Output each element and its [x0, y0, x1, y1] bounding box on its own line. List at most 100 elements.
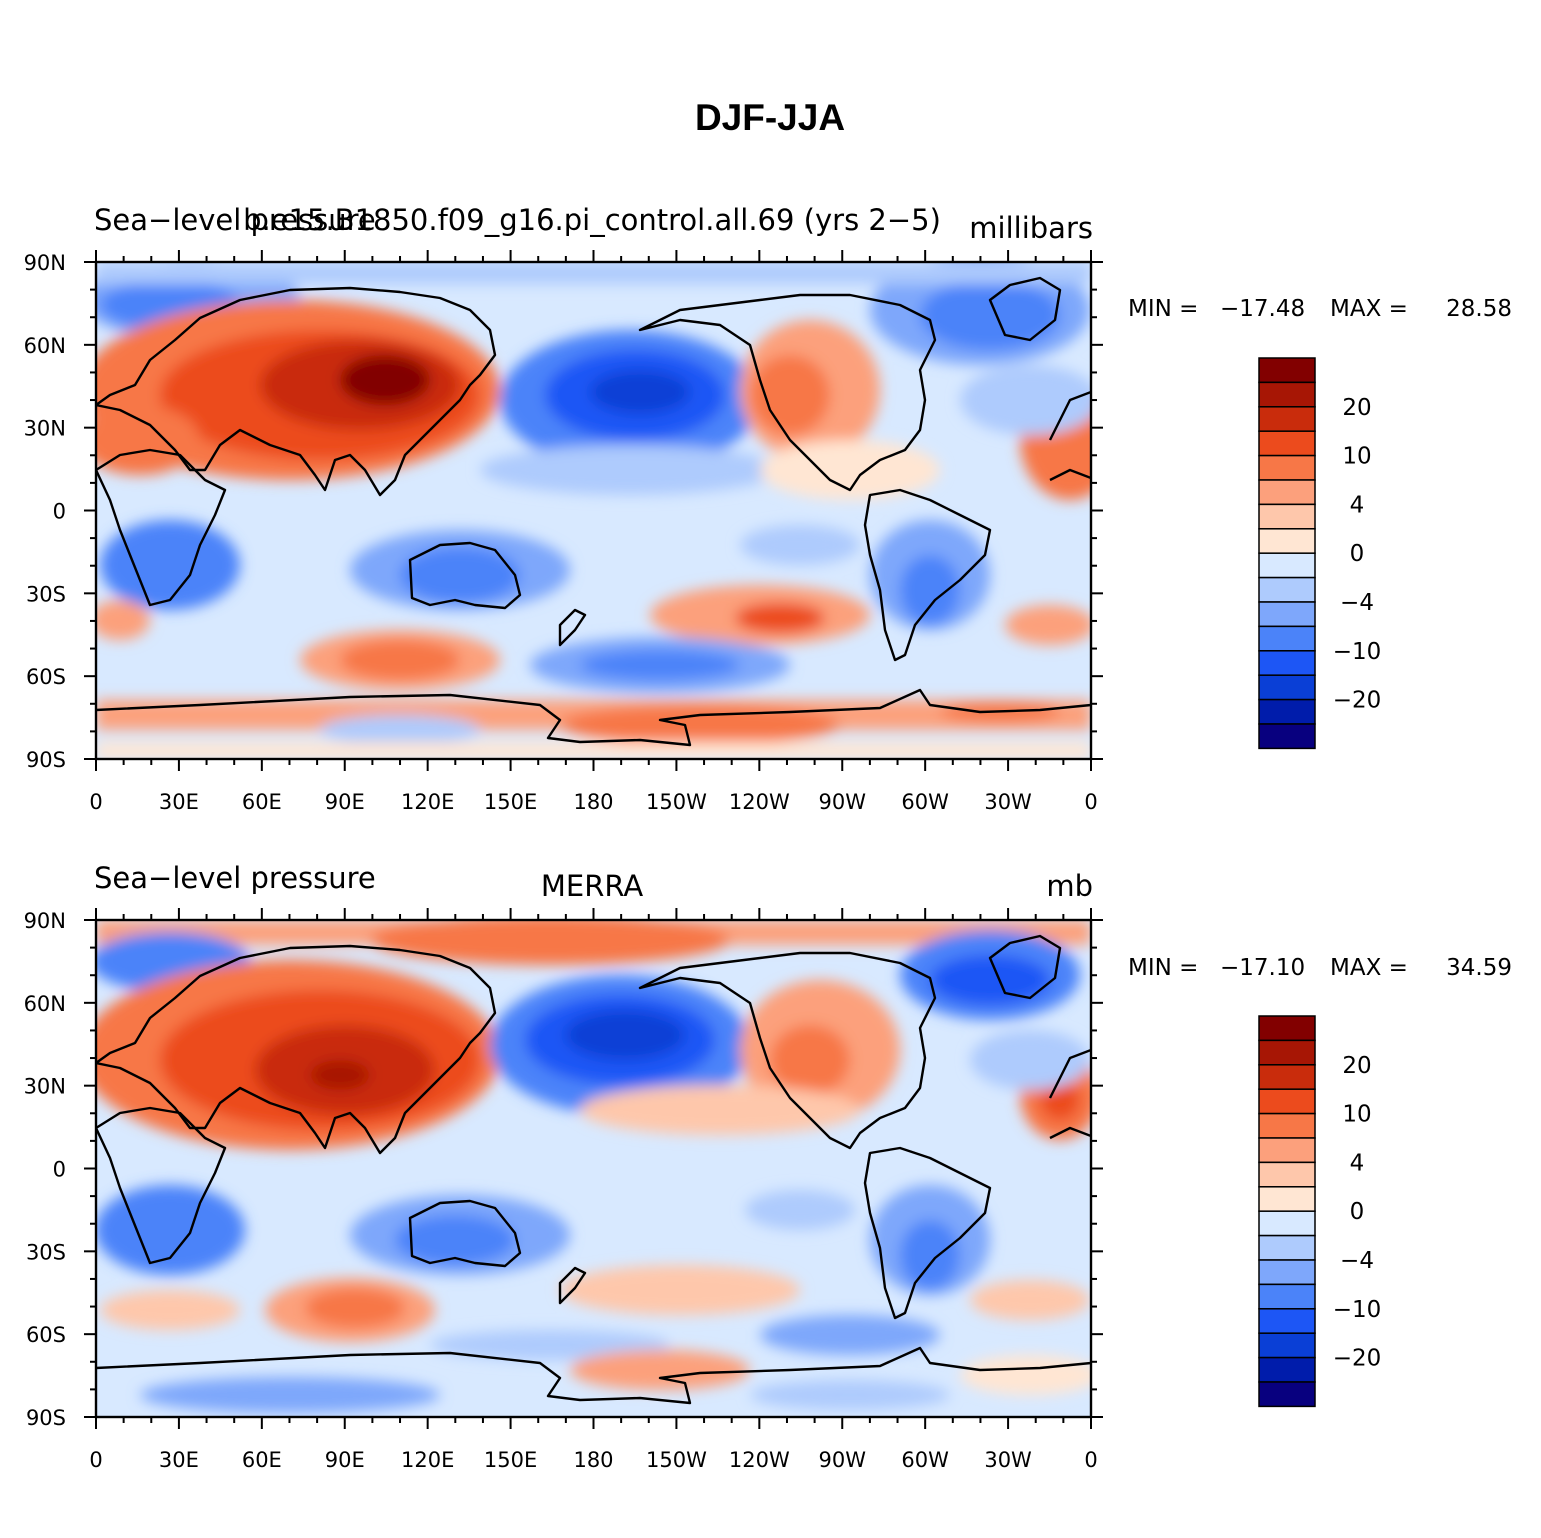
- max-value: 28.58: [1446, 296, 1512, 322]
- colorbar-label: 20: [1342, 395, 1371, 421]
- colorbar-swatch: [1258, 552, 1316, 579]
- coastlines: [96, 276, 1091, 747]
- colorbar-swatch: [1258, 381, 1316, 408]
- longitude-label: 0: [89, 1448, 102, 1472]
- panel-variable-title: Sea−level pressure: [94, 203, 376, 237]
- panel-units: mb: [1046, 869, 1093, 903]
- min-label: MIN =: [1128, 296, 1198, 322]
- colorbar-swatch: [1258, 650, 1316, 676]
- colorbar-label: −4: [1340, 590, 1374, 616]
- longitude-label: 0: [1084, 790, 1097, 814]
- colorbar-swatch: [1258, 1332, 1316, 1359]
- colorbar-swatch: [1258, 698, 1316, 725]
- colorbar-swatch: [1258, 479, 1316, 506]
- longitude-label: 150E: [484, 1448, 537, 1472]
- longitude-label: 120E: [401, 1448, 454, 1472]
- latitude-label: 30S: [26, 582, 66, 606]
- longitude-label: 90E: [325, 1448, 365, 1472]
- latitude-label: 30S: [26, 1240, 66, 1264]
- longitude-label: 30W: [984, 790, 1032, 814]
- colorbar-swatch: [1258, 430, 1316, 457]
- latitude-label: 60S: [26, 665, 66, 689]
- colorbar-label: 0: [1350, 1199, 1365, 1225]
- colorbar: 20 10 4 0 −4 −10 −20: [1258, 1015, 1382, 1408]
- axis-ticks: [84, 250, 1103, 771]
- colorbar-swatch: [1258, 1112, 1316, 1139]
- longitude-label: 60W: [901, 790, 949, 814]
- longitude-label: 180: [573, 1448, 613, 1472]
- latitude-label: 90N: [24, 909, 66, 933]
- longitude-axis: 0 30E 60E 90E 120E 150E 180 150W 120W 90W 60W 30W 0: [89, 790, 1097, 814]
- colorbar-swatch: [1258, 1137, 1316, 1164]
- pressure-field: [96, 262, 1091, 759]
- latitude-label: 60N: [24, 334, 66, 358]
- colorbar-label: −10: [1333, 1297, 1382, 1323]
- colorbar-swatch: [1258, 1161, 1316, 1188]
- longitude-label: 120W: [729, 790, 790, 814]
- colorbar-swatch: [1258, 528, 1316, 554]
- longitude-axis: 0 30E 60E 90E 120E 150E 180 150W 120W 90W 60W 30W 0: [89, 1448, 1097, 1472]
- longitude-label: 0: [89, 790, 102, 814]
- colorbar-swatch: [1258, 601, 1316, 628]
- longitude-label: 120W: [729, 1448, 790, 1472]
- colorbar-swatch: [1258, 1234, 1316, 1261]
- latitude-label: 60S: [26, 1323, 66, 1347]
- colorbar-swatch: [1258, 1088, 1316, 1115]
- longitude-label: 30E: [159, 1448, 199, 1472]
- longitude-label: 150W: [646, 790, 707, 814]
- panel-case-title: MERRA: [541, 869, 643, 903]
- colorbar-label: −10: [1333, 639, 1382, 665]
- longitude-label: 60E: [242, 1448, 282, 1472]
- colorbar-swatch: [1258, 454, 1316, 481]
- max-label: MAX =: [1330, 296, 1408, 322]
- longitude-label: 150E: [484, 790, 537, 814]
- panel-variable-title: Sea−level pressure: [94, 861, 376, 895]
- colorbar-swatch: [1258, 1356, 1316, 1383]
- colorbar-label: 0: [1350, 541, 1365, 567]
- latitude-label: 0: [53, 1158, 66, 1182]
- colorbar-swatch: [1258, 1186, 1316, 1212]
- min-value: −17.10: [1220, 955, 1305, 981]
- colorbar-label: 10: [1342, 1102, 1371, 1128]
- latitude-label: 60N: [24, 992, 66, 1016]
- latitude-label: 90N: [24, 251, 66, 275]
- colorbar-swatch: [1258, 576, 1316, 603]
- axis-ticks: [84, 908, 1103, 1429]
- colorbar-label: 10: [1342, 444, 1371, 470]
- map-panel-merra: Sea−level pressure MERRA mb: [24, 861, 1512, 1472]
- longitude-label: 90W: [819, 790, 867, 814]
- latitude-axis: 90N 60N 30N 0 30S 60S 90S: [24, 251, 66, 772]
- colorbar-swatch: [1258, 1210, 1316, 1237]
- pressure-field: [96, 920, 1091, 1417]
- coastlines: [96, 934, 1091, 1405]
- colorbar-label: 20: [1342, 1053, 1371, 1079]
- colorbar-swatch: [1258, 674, 1316, 701]
- colorbar-label: 4: [1350, 1150, 1365, 1176]
- longitude-label: 60E: [242, 790, 282, 814]
- longitude-label: 120E: [401, 790, 454, 814]
- colorbar-swatch: [1258, 1039, 1316, 1066]
- colorbar-swatch: [1258, 1283, 1316, 1310]
- longitude-label: 30E: [159, 790, 199, 814]
- longitude-label: 90W: [819, 1448, 867, 1472]
- colorbar-swatch: [1258, 1064, 1316, 1090]
- colorbar: 20 10 4 0 −4 −10 −20: [1258, 357, 1382, 750]
- colorbar-swatch: [1258, 357, 1316, 384]
- colorbar-swatch: [1258, 625, 1316, 652]
- max-value: 34.59: [1446, 955, 1512, 981]
- longitude-label: 150W: [646, 1448, 707, 1472]
- longitude-label: 60W: [901, 1448, 949, 1472]
- longitude-label: 180: [573, 790, 613, 814]
- latitude-label: 90S: [26, 1406, 66, 1430]
- panel-case-title: b.e15.B1850.f09_g16.pi_control.all.69 (y…: [243, 203, 941, 237]
- min-value: −17.48: [1220, 296, 1305, 322]
- figure-title: DJF-JJA: [695, 97, 845, 138]
- panel-units: millibars: [969, 211, 1093, 245]
- colorbar-label: −4: [1340, 1248, 1374, 1274]
- longitude-label: 90E: [325, 790, 365, 814]
- colorbar-swatch: [1258, 503, 1316, 530]
- colorbar-swatch: [1258, 1381, 1316, 1408]
- latitude-label: 30N: [24, 417, 66, 441]
- colorbar-swatch: [1258, 406, 1316, 432]
